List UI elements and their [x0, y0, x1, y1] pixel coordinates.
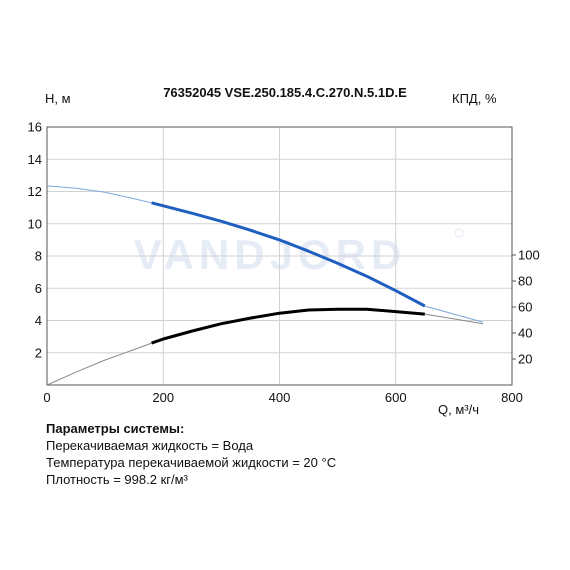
chart-grid — [46, 126, 513, 386]
x-tick-label: 0 — [43, 390, 50, 405]
y2-tick-label: 60 — [518, 300, 532, 315]
parameter-density: Плотность = 998.2 кг/м³ — [46, 472, 188, 487]
y-tick-label: 16 — [28, 120, 42, 135]
y-tick-label: 4 — [35, 313, 42, 328]
watermark-registered-mark — [454, 228, 464, 238]
x-tick-label: 200 — [152, 390, 174, 405]
y-tick-label: 2 — [35, 345, 42, 360]
y-tick-label: 14 — [28, 152, 42, 167]
head-curve-operating-range — [151, 201, 426, 308]
x-axis-label-flow: Q, м³/ч — [438, 402, 479, 417]
parameter-temperature: Температура перекачиваемой жидкости = 20… — [46, 455, 337, 470]
x-tick-label: 400 — [269, 390, 291, 405]
y-axis-label-efficiency: КПД, % — [452, 91, 497, 106]
system-parameters: Параметры системы: Перекачиваемая жидкос… — [46, 420, 336, 488]
x-tick-label: 800 — [501, 390, 523, 405]
chart-series — [47, 185, 484, 385]
plot-frame — [46, 126, 513, 386]
pump-performance-chart: VANDJORD 0 200 400 600 800246810121416204060… — [28, 120, 540, 406]
y-tick-label: 12 — [28, 184, 42, 199]
parameters-heading: Параметры системы: — [46, 421, 185, 436]
y-tick-label: 6 — [35, 281, 42, 296]
y2-tick-label: 40 — [518, 326, 532, 341]
axis-ticks: 0 200 400 600 800 2 4 6 8 10 12 14 16 20 40 60 80 100 — [28, 120, 540, 406]
y-tick-label: 10 — [28, 216, 42, 231]
x-tick-label: 600 — [385, 390, 407, 405]
y2-tick-label: 100 — [518, 248, 540, 263]
y-tick-label: 8 — [35, 249, 42, 264]
efficiency-curve-operating-range — [151, 307, 425, 345]
chart-title: 76352045 VSE.250.185.4.C.270.N.5.1D.E — [163, 85, 407, 100]
y2-tick-label: 20 — [518, 352, 532, 367]
y2-tick-label: 80 — [518, 274, 532, 289]
y-axis-label-head: H, м — [45, 91, 71, 106]
parameter-liquid: Перекачиваемая жидкость = Вода — [46, 438, 254, 453]
